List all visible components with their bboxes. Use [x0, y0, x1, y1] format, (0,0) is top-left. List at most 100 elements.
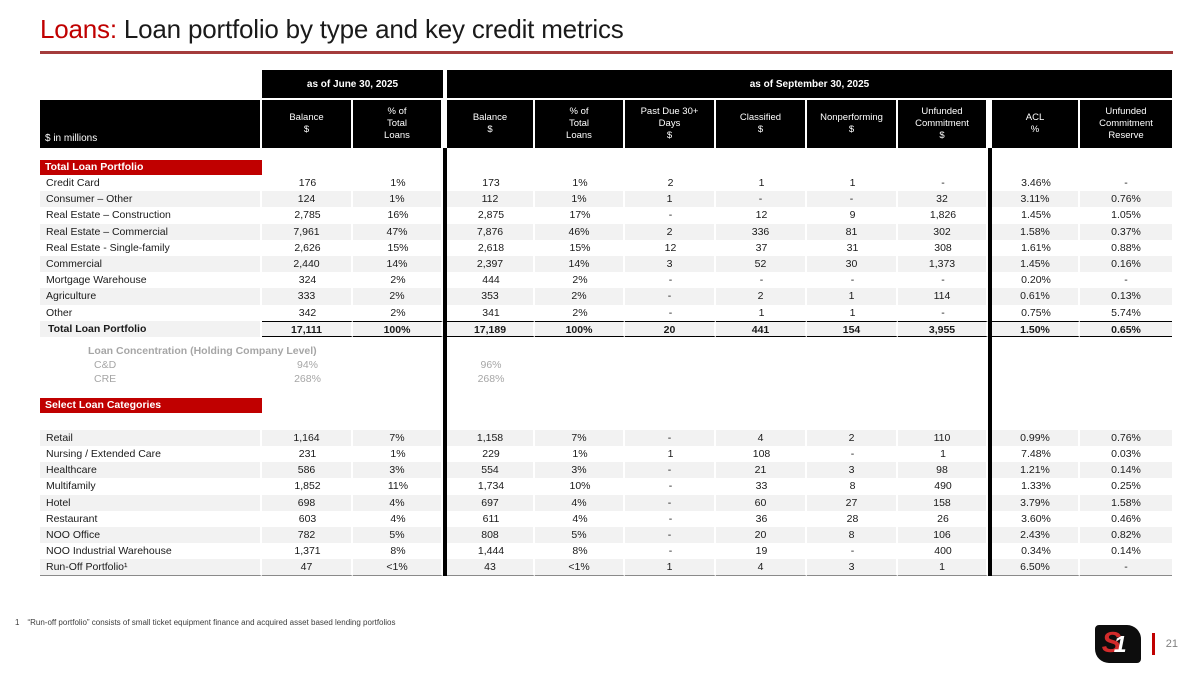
row-label: Consumer – Other: [40, 191, 262, 208]
cell-value: 1: [849, 177, 856, 189]
cell-value: 0.16%: [1080, 255, 1172, 273]
cell-value: 554: [447, 462, 535, 479]
row-label: Healthcare: [40, 462, 262, 479]
cell-value: 47: [262, 559, 353, 576]
cell-value: 3.60%: [1021, 512, 1051, 525]
cell-value: 33: [755, 480, 768, 493]
cell-value: 1,158: [447, 429, 535, 447]
table-row: Other 342 2% 341 2% - 1 1 - 0.75% 5.74%: [40, 305, 1172, 321]
cell-value: 341: [482, 306, 500, 319]
cell-value: -: [1124, 274, 1128, 287]
cell-value: 7%: [535, 429, 625, 447]
cell-value: 0.88%: [1111, 241, 1141, 254]
cell-value: 100%: [353, 320, 443, 337]
column-header: % of Total Loans: [535, 100, 625, 148]
cell-value: 3.46%: [1021, 177, 1051, 189]
row-label: Run-Off Portfolio¹: [40, 559, 262, 576]
footnote-number: 1: [15, 618, 20, 627]
cell-value: 603: [298, 512, 317, 525]
cell-value: 47%: [353, 223, 443, 240]
row-label: Total Loan Portfolio: [40, 320, 262, 337]
column-header: Nonperforming $: [807, 100, 898, 148]
cell-value: 0.25%: [1111, 480, 1141, 493]
cell-value: 0.14%: [1080, 462, 1172, 479]
table-row: NOO Office 782 5% 808 5% -20 8 106 2.43% 0.82%: [40, 527, 1172, 544]
cell-value: 8%: [390, 545, 406, 558]
loans-table: as of June 30, 2025 as of September 30, …: [40, 70, 1172, 576]
cell-value: 3.79%: [992, 494, 1080, 511]
cell-value: 1: [898, 559, 988, 576]
cell-value: 0.37%: [1080, 223, 1172, 240]
cell-value: 0.14%: [1111, 545, 1141, 558]
table-row: Real Estate – Construction 2,785 16% 2,875 1…: [40, 207, 1172, 223]
cell-value: -: [850, 448, 855, 461]
cell-value: 1,852: [294, 480, 321, 493]
cell-value: 1,444: [477, 545, 505, 558]
cell-value: 27: [807, 494, 898, 511]
table-row: Mortgage Warehouse 324 2% 444 2% - - - - 0.20% -: [40, 272, 1172, 288]
cell-value: 46%: [535, 223, 625, 240]
cell-value: 1: [758, 177, 765, 189]
cell-value: 3%: [535, 462, 625, 479]
column-header: % of Total Loans: [353, 100, 443, 148]
cell-value: 4%: [572, 512, 588, 525]
table-row: Total Loan Portfolio 17,111 100% 17,189 100%…: [40, 320, 1172, 337]
cell-value: 124: [262, 191, 353, 208]
cell-value: 1.33%: [1021, 480, 1051, 493]
period-header-row: as of June 30, 2025 as of September 30, …: [40, 70, 1172, 100]
cell-value: 0.82%: [1080, 527, 1172, 544]
cell-value: -: [625, 494, 716, 511]
cell-value: 342: [298, 306, 317, 319]
cell-value: 28: [846, 512, 859, 525]
cell-value: -: [668, 306, 673, 319]
cell-value: 108: [752, 448, 771, 461]
cell-value: 1.45%: [1021, 209, 1051, 222]
cell-value: 1.61%: [1021, 241, 1051, 254]
cell-value: 110: [898, 429, 988, 447]
cell-value: 2,397: [447, 255, 535, 273]
table-row: Agriculture 333 2% 353 2% -2 1 114 0.61% 0.13%: [40, 288, 1172, 305]
cell-value: -: [1124, 177, 1128, 189]
cell-value: 1,373: [898, 255, 988, 273]
table-row: NOO Industrial Warehouse 1,371 8% 1,444 8% - 1…: [40, 543, 1172, 559]
cell-value: 0.20%: [1021, 274, 1051, 287]
section-header-row: Total Loan Portfolio: [40, 159, 1172, 175]
cell-value: 333: [262, 288, 353, 305]
cell-value: 2%: [572, 274, 588, 287]
cell-value: 15%: [569, 241, 591, 254]
cell-value: 0.76%: [1080, 191, 1172, 208]
cell-value: 229: [482, 448, 500, 461]
cell-value: 112: [447, 191, 535, 208]
cell-value: 0.99%: [992, 429, 1080, 447]
table-row: Credit Card 176 1% 173 1% 2 1 1 - 3.46% -: [40, 175, 1172, 191]
section-divider-line: [443, 148, 447, 576]
table-row: Commercial 2,440 14% 2,397 14% 3 52 30 1,373 1.45…: [40, 255, 1172, 273]
cell-value: 353: [447, 288, 535, 305]
concentration-row: CRE 268% 268%: [40, 372, 1172, 386]
cell-value: 20: [716, 527, 807, 544]
column-header: Classified $: [716, 100, 807, 148]
column-header: Unfunded Commitment $: [898, 100, 988, 148]
cell-value: -: [941, 274, 945, 287]
cell-value: -: [625, 429, 716, 447]
acl-divider-line: [988, 148, 992, 576]
row-label: Real Estate – Commercial: [40, 223, 262, 240]
cell-value: 30: [807, 255, 898, 273]
row-label: Agriculture: [40, 288, 262, 305]
cell-value: 2%: [572, 306, 588, 319]
page-title-rest: Loan portfolio by type and key credit me…: [116, 14, 624, 44]
cell-value: 0.34%: [1021, 545, 1051, 558]
cell-value: 12: [664, 241, 677, 254]
cell-value: 1%: [390, 448, 406, 461]
cell-value: 17,189: [447, 320, 535, 337]
cell-value: 16%: [387, 209, 409, 222]
row-label: Credit Card: [46, 177, 100, 189]
cell-value: -: [716, 191, 807, 208]
cell-value: 17%: [569, 209, 591, 222]
title-underline: [40, 51, 1173, 54]
cell-value: 4: [716, 429, 807, 447]
cell-value: 52: [716, 255, 807, 273]
cell-value: 3: [625, 255, 716, 273]
cell-value: 3,955: [898, 320, 988, 337]
